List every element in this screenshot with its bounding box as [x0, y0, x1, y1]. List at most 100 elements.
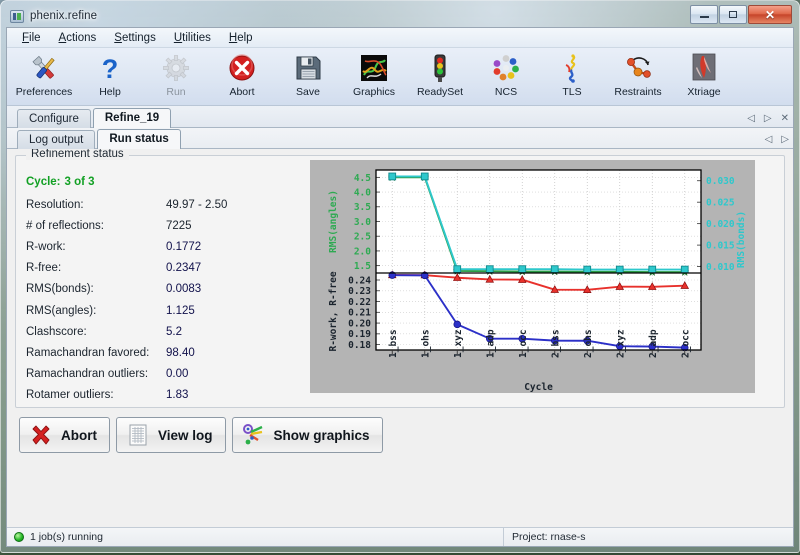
floppy-disk-icon — [293, 53, 323, 83]
tls-helix-icon — [557, 53, 587, 83]
window-title: phenix.refine — [30, 10, 98, 22]
svg-text:0.010: 0.010 — [706, 262, 735, 273]
stat-row-rama-outliers: Ramachandran outliers: 0.00 — [26, 364, 311, 385]
svg-text:2.5: 2.5 — [354, 232, 371, 243]
restraints-bond-icon — [623, 53, 653, 83]
title-bar: phenix.refine ✕ — [6, 5, 794, 27]
svg-text:RMS(angles): RMS(angles) — [328, 190, 339, 253]
svg-text:Cycle: Cycle — [524, 382, 553, 393]
toolbar-readyset[interactable]: ReadySet — [407, 51, 473, 105]
svg-text:2_adp: 2_adp — [648, 329, 659, 358]
stat-label: Clashscore: — [26, 325, 87, 338]
svg-text:1_bss: 1_bss — [388, 329, 399, 358]
svg-text:3.5: 3.5 — [354, 202, 371, 213]
svg-text:1_xyz: 1_xyz — [453, 329, 464, 358]
menu-settings[interactable]: Settings — [114, 31, 156, 44]
toolbar-save[interactable]: Save — [275, 51, 341, 105]
refinement-status-group: Refinement status Cycle: 3 of 3 Resoluti… — [15, 149, 785, 408]
statistics-list: Cycle: 3 of 3 Resolution: 49.97 - 2.50 #… — [26, 170, 311, 406]
cycle-value: 3 of 3 — [64, 176, 95, 188]
stat-row-rms-angles: RMS(angles): 1.125 — [26, 300, 311, 321]
maximize-button[interactable] — [719, 5, 747, 24]
tab-refine-19[interactable]: Refine_19 — [92, 108, 172, 128]
gear-icon — [161, 53, 191, 83]
svg-text:R-work, R-free: R-work, R-free — [328, 271, 339, 351]
tab-run-status[interactable]: Run status — [97, 129, 181, 149]
status-jobs: 1 job(s) running — [7, 531, 503, 543]
menu-actions[interactable]: Actions — [58, 31, 97, 44]
outer-tab-bar: Configure Refine_19 ◁ ▷ ✕ — [7, 106, 793, 128]
menu-file[interactable]: File — [22, 31, 41, 44]
svg-text:0.24: 0.24 — [348, 275, 371, 286]
svg-text:2_bss: 2_bss — [550, 329, 561, 358]
svg-text:0.030: 0.030 — [706, 176, 735, 187]
toolbar-abort[interactable]: Abort — [209, 51, 275, 105]
toolbar-ncs[interactable]: NCS — [473, 51, 539, 105]
toolbar-tls[interactable]: TLS — [539, 51, 605, 105]
toolbar-label: Graphics — [352, 86, 395, 98]
minimize-button[interactable] — [690, 5, 718, 24]
menu-help[interactable]: Help — [228, 31, 253, 44]
svg-text:2_ohs: 2_ohs — [583, 329, 594, 358]
wrench-screwdriver-icon — [29, 53, 59, 83]
cycle-label: Cycle: — [26, 176, 61, 188]
stat-label: # of reflections: — [26, 219, 104, 232]
tab-next-icon[interactable]: ▷ — [763, 113, 772, 124]
stat-label: Ramachandran outliers: — [26, 368, 149, 381]
toolbar-label: TLS — [562, 86, 582, 98]
stat-value: 1.125 — [166, 304, 195, 317]
toolbar-help[interactable]: ? Help — [77, 51, 143, 105]
tab-prev-icon[interactable]: ◁ — [764, 134, 773, 145]
tab-close-icon[interactable]: ✕ — [780, 113, 789, 124]
toolbar-run[interactable]: Run — [143, 51, 209, 105]
stat-value: 1.83 — [166, 389, 189, 402]
toolbar-label: Run — [166, 86, 186, 98]
stat-value: 0.1772 — [166, 240, 202, 253]
stat-value: 5.2 — [166, 325, 182, 338]
toolbar-graphics[interactable]: Graphics — [341, 51, 407, 105]
stat-row-clashscore: Clashscore: 5.2 — [26, 321, 311, 342]
abort-button-label: Abort — [61, 427, 97, 443]
svg-text:0.18: 0.18 — [348, 340, 371, 351]
molecule-ribbon-icon — [359, 53, 389, 83]
stat-row-rms-bonds: RMS(bonds): 0.0083 — [26, 279, 311, 300]
tab-prev-icon[interactable]: ◁ — [747, 113, 755, 124]
status-project: Project: rnase-s — [503, 528, 793, 546]
status-bar: 1 job(s) running Project: rnase-s — [7, 527, 793, 546]
toolbar-xtriage[interactable]: Xtriage — [671, 51, 737, 105]
status-project-label: Project: rnase-s — [512, 531, 586, 543]
window-controls: ✕ — [689, 5, 792, 24]
toolbar-preferences[interactable]: Preferences — [11, 51, 77, 105]
menu-bar: File Actions Settings Utilities Help — [7, 28, 793, 48]
stat-value: 0.00 — [166, 368, 189, 381]
view-log-button[interactable]: View log — [116, 417, 226, 453]
stop-x-icon — [227, 53, 257, 83]
close-button[interactable]: ✕ — [748, 5, 792, 24]
view-log-button-label: View log — [158, 427, 213, 443]
stat-row-rotamer-outliers: Rotamer outliers: 1.83 — [26, 385, 311, 406]
inner-tab-nav: ◁ ▷ — [765, 135, 789, 145]
menu-utilities[interactable]: Utilities — [173, 31, 211, 44]
toolbar-restraints[interactable]: Restraints — [605, 51, 671, 105]
tab-configure[interactable]: Configure — [17, 109, 91, 128]
action-button-row: Abort — [19, 417, 383, 453]
svg-text:1.5: 1.5 — [354, 261, 371, 272]
show-graphics-button[interactable]: Show graphics — [231, 417, 383, 453]
svg-text:4.0: 4.0 — [354, 187, 371, 198]
stat-row-rama-favored: Ramachandran favored: 98.40 — [26, 342, 311, 363]
toolbar-label: Save — [296, 86, 320, 98]
tab-log-output[interactable]: Log output — [17, 130, 96, 149]
inner-tab-bar: Log output Run status ◁ ▷ — [7, 128, 793, 149]
svg-text:2.0: 2.0 — [354, 246, 371, 257]
question-mark-icon: ? — [95, 53, 125, 83]
status-indicator-icon — [14, 532, 24, 542]
toolbar-label: Preferences — [15, 86, 73, 98]
tab-next-icon[interactable]: ▷ — [781, 134, 789, 145]
document-lines-icon — [126, 423, 150, 447]
svg-text:0.020: 0.020 — [706, 219, 735, 230]
stat-label: Ramachandran favored: — [26, 346, 150, 359]
refinement-plot-svg: 1.5 2.0 2.5 3.0 3.5 4.0 4.5 RMS(angles) 0.010 0.0… — [328, 169, 747, 393]
stat-label: R-work: — [26, 240, 66, 253]
svg-text:?: ? — [102, 54, 119, 83]
abort-button[interactable]: Abort — [19, 417, 110, 453]
